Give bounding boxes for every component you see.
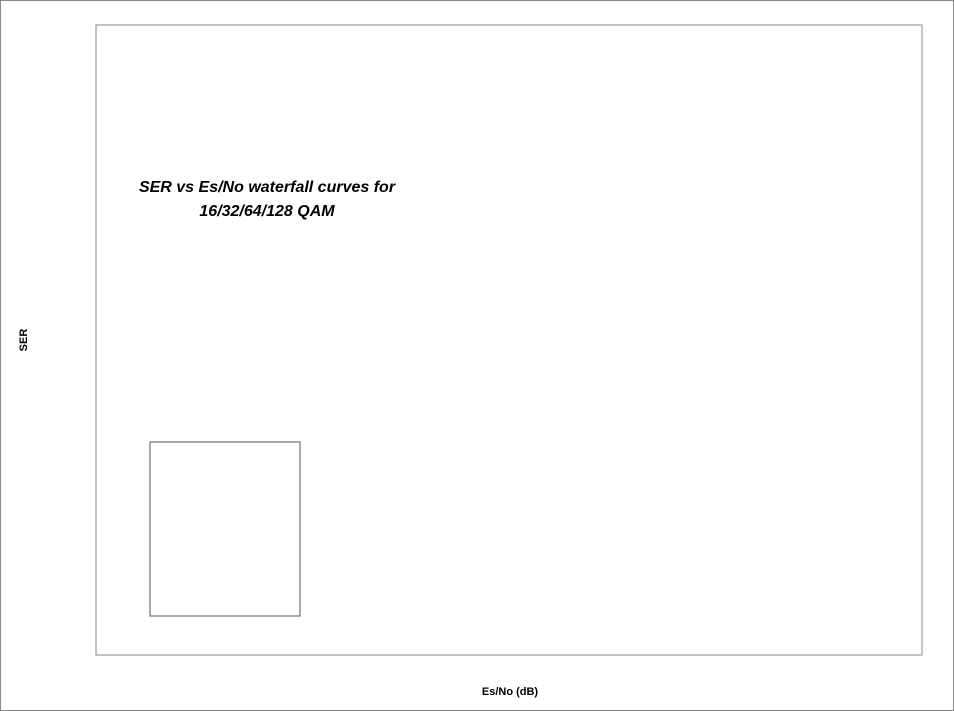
- x-axis-label: Es/No (dB): [482, 686, 539, 698]
- y-axis-label: SER: [18, 329, 30, 352]
- legend-box: [149, 441, 301, 617]
- chart-annotation: SER vs Es/No waterfall curves for 16/32/…: [135, 176, 399, 224]
